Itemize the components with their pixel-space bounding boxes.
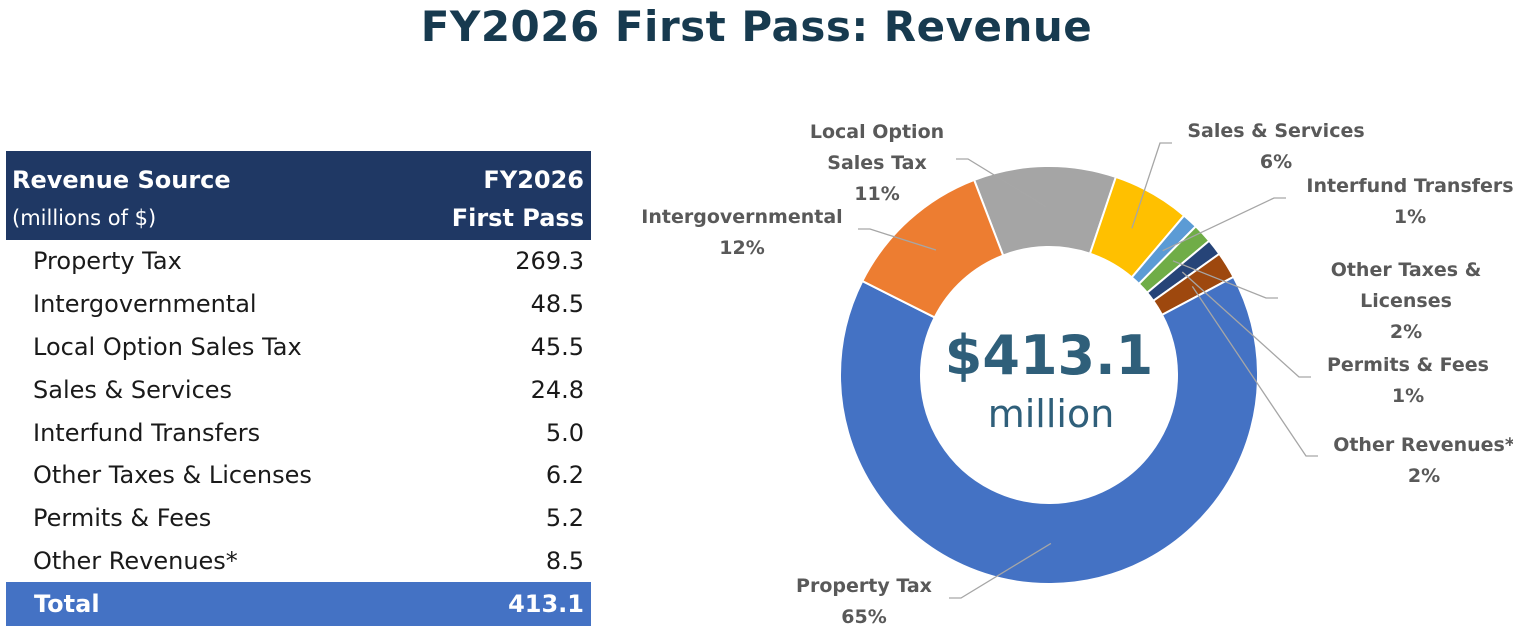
header-units: (millions of $): [6, 196, 408, 240]
leader-line-local-option-sales-tax: [956, 158, 1046, 208]
slice-pct-interfund-transfers: 1%: [1394, 206, 1426, 228]
header-source: Revenue Source: [6, 151, 408, 196]
table-row: Sales & Services 24.8: [6, 368, 591, 411]
row-value: 48.5: [530, 290, 584, 319]
row-value: 45.5: [530, 332, 584, 361]
table-row: Local Option Sales Tax 45.5: [6, 326, 591, 369]
leader-line-sales-services: [1131, 142, 1172, 229]
table-row: Intergovernmental 48.5: [6, 283, 591, 326]
leader-lines: [858, 142, 1318, 599]
table-header-row: Revenue Source FY2026: [6, 151, 591, 196]
slice-label-interfund-transfers: Interfund Transfers: [1306, 175, 1513, 197]
leader-line-other-revenues: [1191, 286, 1318, 457]
slice-pct-sales-services: 6%: [1260, 151, 1292, 173]
slice-label-other-taxes-licenses: Other Taxes &: [1331, 259, 1482, 281]
row-source: Interfund Transfers: [33, 418, 261, 447]
row-source: Permits & Fees: [33, 504, 212, 533]
page-title: FY2026 First Pass: Revenue: [420, 2, 1093, 51]
table-row: Property Tax 269.3: [6, 240, 591, 283]
row-value: 24.8: [530, 375, 584, 404]
slice-label-local-option-sales-tax: Sales Tax: [827, 152, 926, 174]
row-source: Other Taxes & Licenses: [33, 461, 312, 490]
row-source: Sales & Services: [33, 375, 233, 404]
leader-line-other-taxes-licenses: [1172, 260, 1278, 299]
slice-pct-property-tax: 65%: [841, 606, 886, 628]
slice-pct-permits-fees: 1%: [1392, 385, 1424, 407]
table-row: Interfund Transfers 5.0: [6, 411, 591, 454]
slice-label-sales-services: Sales & Services: [1187, 120, 1364, 142]
leader-line-intergovernmental: [858, 228, 937, 251]
table-total-row: Total 413.1: [6, 582, 591, 627]
leader-line-property-tax: [949, 542, 1052, 599]
row-source: Intergovernmental: [33, 290, 257, 319]
row-value: 5.0: [545, 418, 584, 447]
row-value: 5.2: [545, 504, 584, 533]
table-row: Other Revenues* 8.5: [6, 540, 591, 583]
leader-line-interfund-transfers: [1162, 197, 1286, 252]
slice-pct-other-taxes-licenses: 2%: [1390, 321, 1422, 343]
slice-label-permits-fees: Permits & Fees: [1327, 354, 1489, 376]
total-value: 413.1: [407, 582, 591, 627]
slice-pct-other-revenues: 2%: [1408, 465, 1440, 487]
slice-label-property-tax: Property Tax: [796, 575, 932, 597]
row-value: 6.2: [545, 461, 584, 490]
slice-label-other-taxes-licenses: Licenses: [1360, 290, 1452, 312]
table-row: Other Taxes & Licenses 6.2: [6, 454, 591, 497]
slice-label-local-option-sales-tax: Local Option: [810, 121, 944, 143]
row-source: Property Tax: [33, 247, 182, 276]
center-unit: million: [988, 392, 1115, 436]
row-value: 8.5: [545, 546, 584, 575]
table-row: Permits & Fees 5.2: [6, 497, 591, 540]
leader-line-permits-fees: [1181, 271, 1311, 378]
header-pass: First Pass: [407, 196, 591, 240]
slice-label-other-revenues: Other Revenues*: [1333, 434, 1513, 456]
total-label: Total: [6, 582, 408, 627]
slice-property-tax: [839, 275, 1259, 585]
row-source: Other Revenues*: [33, 546, 238, 575]
slice-label-intergovernmental: Intergovernmental: [641, 206, 842, 228]
slice-pct-local-option-sales-tax: 11%: [854, 183, 899, 205]
slice-pct-intergovernmental: 12%: [719, 237, 764, 259]
donut-slices: [839, 165, 1259, 585]
row-source: Local Option Sales Tax: [33, 332, 302, 361]
revenue-table: Revenue Source FY2026 (millions of $) Fi…: [6, 151, 591, 627]
slice-labels: Local Option Sales Tax 11% Sales & Services…: [641, 120, 1513, 628]
table-header-subrow: (millions of $) First Pass: [6, 196, 591, 240]
row-value: 269.3: [515, 247, 584, 276]
center-amount: $413.1: [945, 324, 1153, 387]
header-year: FY2026: [407, 151, 591, 196]
